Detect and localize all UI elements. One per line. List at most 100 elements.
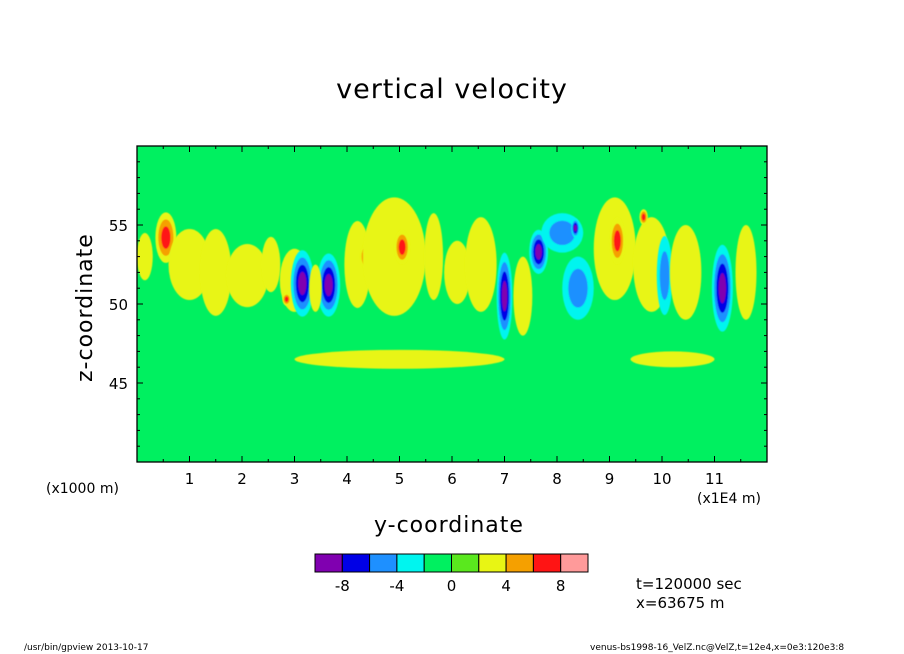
contour-cell <box>282 292 291 306</box>
x-tick-label: 3 <box>290 470 300 488</box>
colorbar-swatch <box>314 553 343 573</box>
contour-band <box>718 273 727 304</box>
colorbar: -8 -4 0 4 8 <box>314 553 589 595</box>
contour-cell <box>444 240 471 304</box>
contour-band <box>161 226 171 249</box>
contour-cell <box>562 256 594 320</box>
y-tick-label: 50 <box>109 296 128 314</box>
colorbar-label: 8 <box>556 577 566 595</box>
contour-band <box>513 256 533 336</box>
contour-band <box>137 232 153 281</box>
contour-cell <box>394 229 410 265</box>
y-tick-label: 55 <box>109 217 128 235</box>
contour-cell <box>711 244 733 332</box>
contour-cell <box>137 232 153 281</box>
contour-band <box>200 228 232 316</box>
x-unit-right: (x1E4 m) <box>697 491 761 507</box>
x-tick-label: 1 <box>185 470 195 488</box>
x-tick-label: 7 <box>500 470 510 488</box>
colorbar-swatch <box>396 553 425 573</box>
contour-band <box>444 240 471 304</box>
contour-cell <box>496 252 513 340</box>
contour-cell <box>424 213 444 301</box>
x-axis-label: y-coordinate <box>374 513 524 538</box>
x-tick-label: 4 <box>342 470 352 488</box>
colorbar-label: 0 <box>447 577 457 595</box>
contour-band <box>168 228 211 301</box>
contour-band <box>641 213 646 221</box>
colorbar-swatch <box>532 553 562 573</box>
contour-band <box>163 418 321 443</box>
colorbar-swatch <box>423 553 453 573</box>
colorbar-swatch <box>505 553 534 573</box>
contour-cell <box>735 225 757 320</box>
contour-cell <box>294 349 505 369</box>
contour-band <box>261 236 281 293</box>
contour-cell <box>309 264 322 312</box>
y-axis-label: z-coordinate <box>73 233 98 382</box>
contour-cell <box>317 253 341 317</box>
colorbar-swatch <box>341 553 371 573</box>
contour-cell <box>200 228 232 316</box>
x-tick-label: 5 <box>395 470 405 488</box>
contour-band <box>504 402 715 427</box>
x-unit-left: (x1000 m) <box>46 481 119 497</box>
contour-cell <box>362 197 426 316</box>
contour-band <box>424 213 444 301</box>
contour-cell <box>290 250 314 317</box>
contour-band <box>501 280 508 312</box>
contour-cell <box>656 236 673 316</box>
contour-cell <box>226 243 269 308</box>
contour-band <box>465 217 497 312</box>
contour-cell <box>261 236 281 293</box>
x-tick-label: 8 <box>552 470 562 488</box>
contour-band <box>309 264 322 312</box>
contour-band <box>659 251 670 300</box>
contour-fields <box>137 197 757 443</box>
x-tick-label: 2 <box>237 470 247 488</box>
contour-band <box>398 239 406 255</box>
x-tick-label: 10 <box>652 470 671 488</box>
contour-cell <box>669 225 702 320</box>
x-tick-label: 11 <box>705 470 724 488</box>
contour-cell <box>513 256 533 336</box>
contour-cell <box>630 351 715 368</box>
colorbar-swatch <box>451 553 480 573</box>
contour-band <box>735 225 757 320</box>
contour-band <box>535 244 542 260</box>
contour-band <box>573 224 577 232</box>
x-tick-label: 6 <box>447 470 457 488</box>
position-info: x=63675 m <box>636 594 725 612</box>
colorbar-label: -4 <box>389 577 404 595</box>
x-tick-label: 9 <box>605 470 615 488</box>
chart-title: vertical velocity <box>336 74 568 105</box>
x-axis-ticks: 1 2 3 4 5 6 7 8 9 10 11 <box>162 146 742 488</box>
colorbar-label: 4 <box>501 577 511 595</box>
contour-cell <box>163 418 321 443</box>
contour-band <box>284 296 289 303</box>
colorbar-swatch <box>478 553 507 573</box>
footer-right: venus-bs1998-16_VelZ.nc@VelZ,t=12e4,x=0e… <box>590 643 845 653</box>
contour-band <box>226 243 269 308</box>
contour-band <box>324 274 333 297</box>
contour-cell <box>168 228 211 301</box>
time-info: t=120000 sec <box>636 575 742 593</box>
contour-cell <box>465 217 497 312</box>
contour-band <box>549 220 576 246</box>
colorbar-swatch <box>560 553 589 573</box>
contour-cell <box>155 212 177 263</box>
y-axis-ticks: 45 50 55 <box>109 161 767 447</box>
contour-band <box>568 268 588 308</box>
colorbar-label: -8 <box>335 577 350 595</box>
y-tick-label: 45 <box>109 375 128 393</box>
contour-cell <box>639 209 648 226</box>
contour-band <box>613 230 621 252</box>
contour-band <box>362 197 426 316</box>
contour-band <box>630 351 715 368</box>
contour-cell <box>609 217 626 265</box>
contour-band <box>298 271 307 296</box>
contour-band <box>294 349 505 369</box>
colorbar-swatch <box>369 553 398 573</box>
contour-cell <box>504 402 715 427</box>
